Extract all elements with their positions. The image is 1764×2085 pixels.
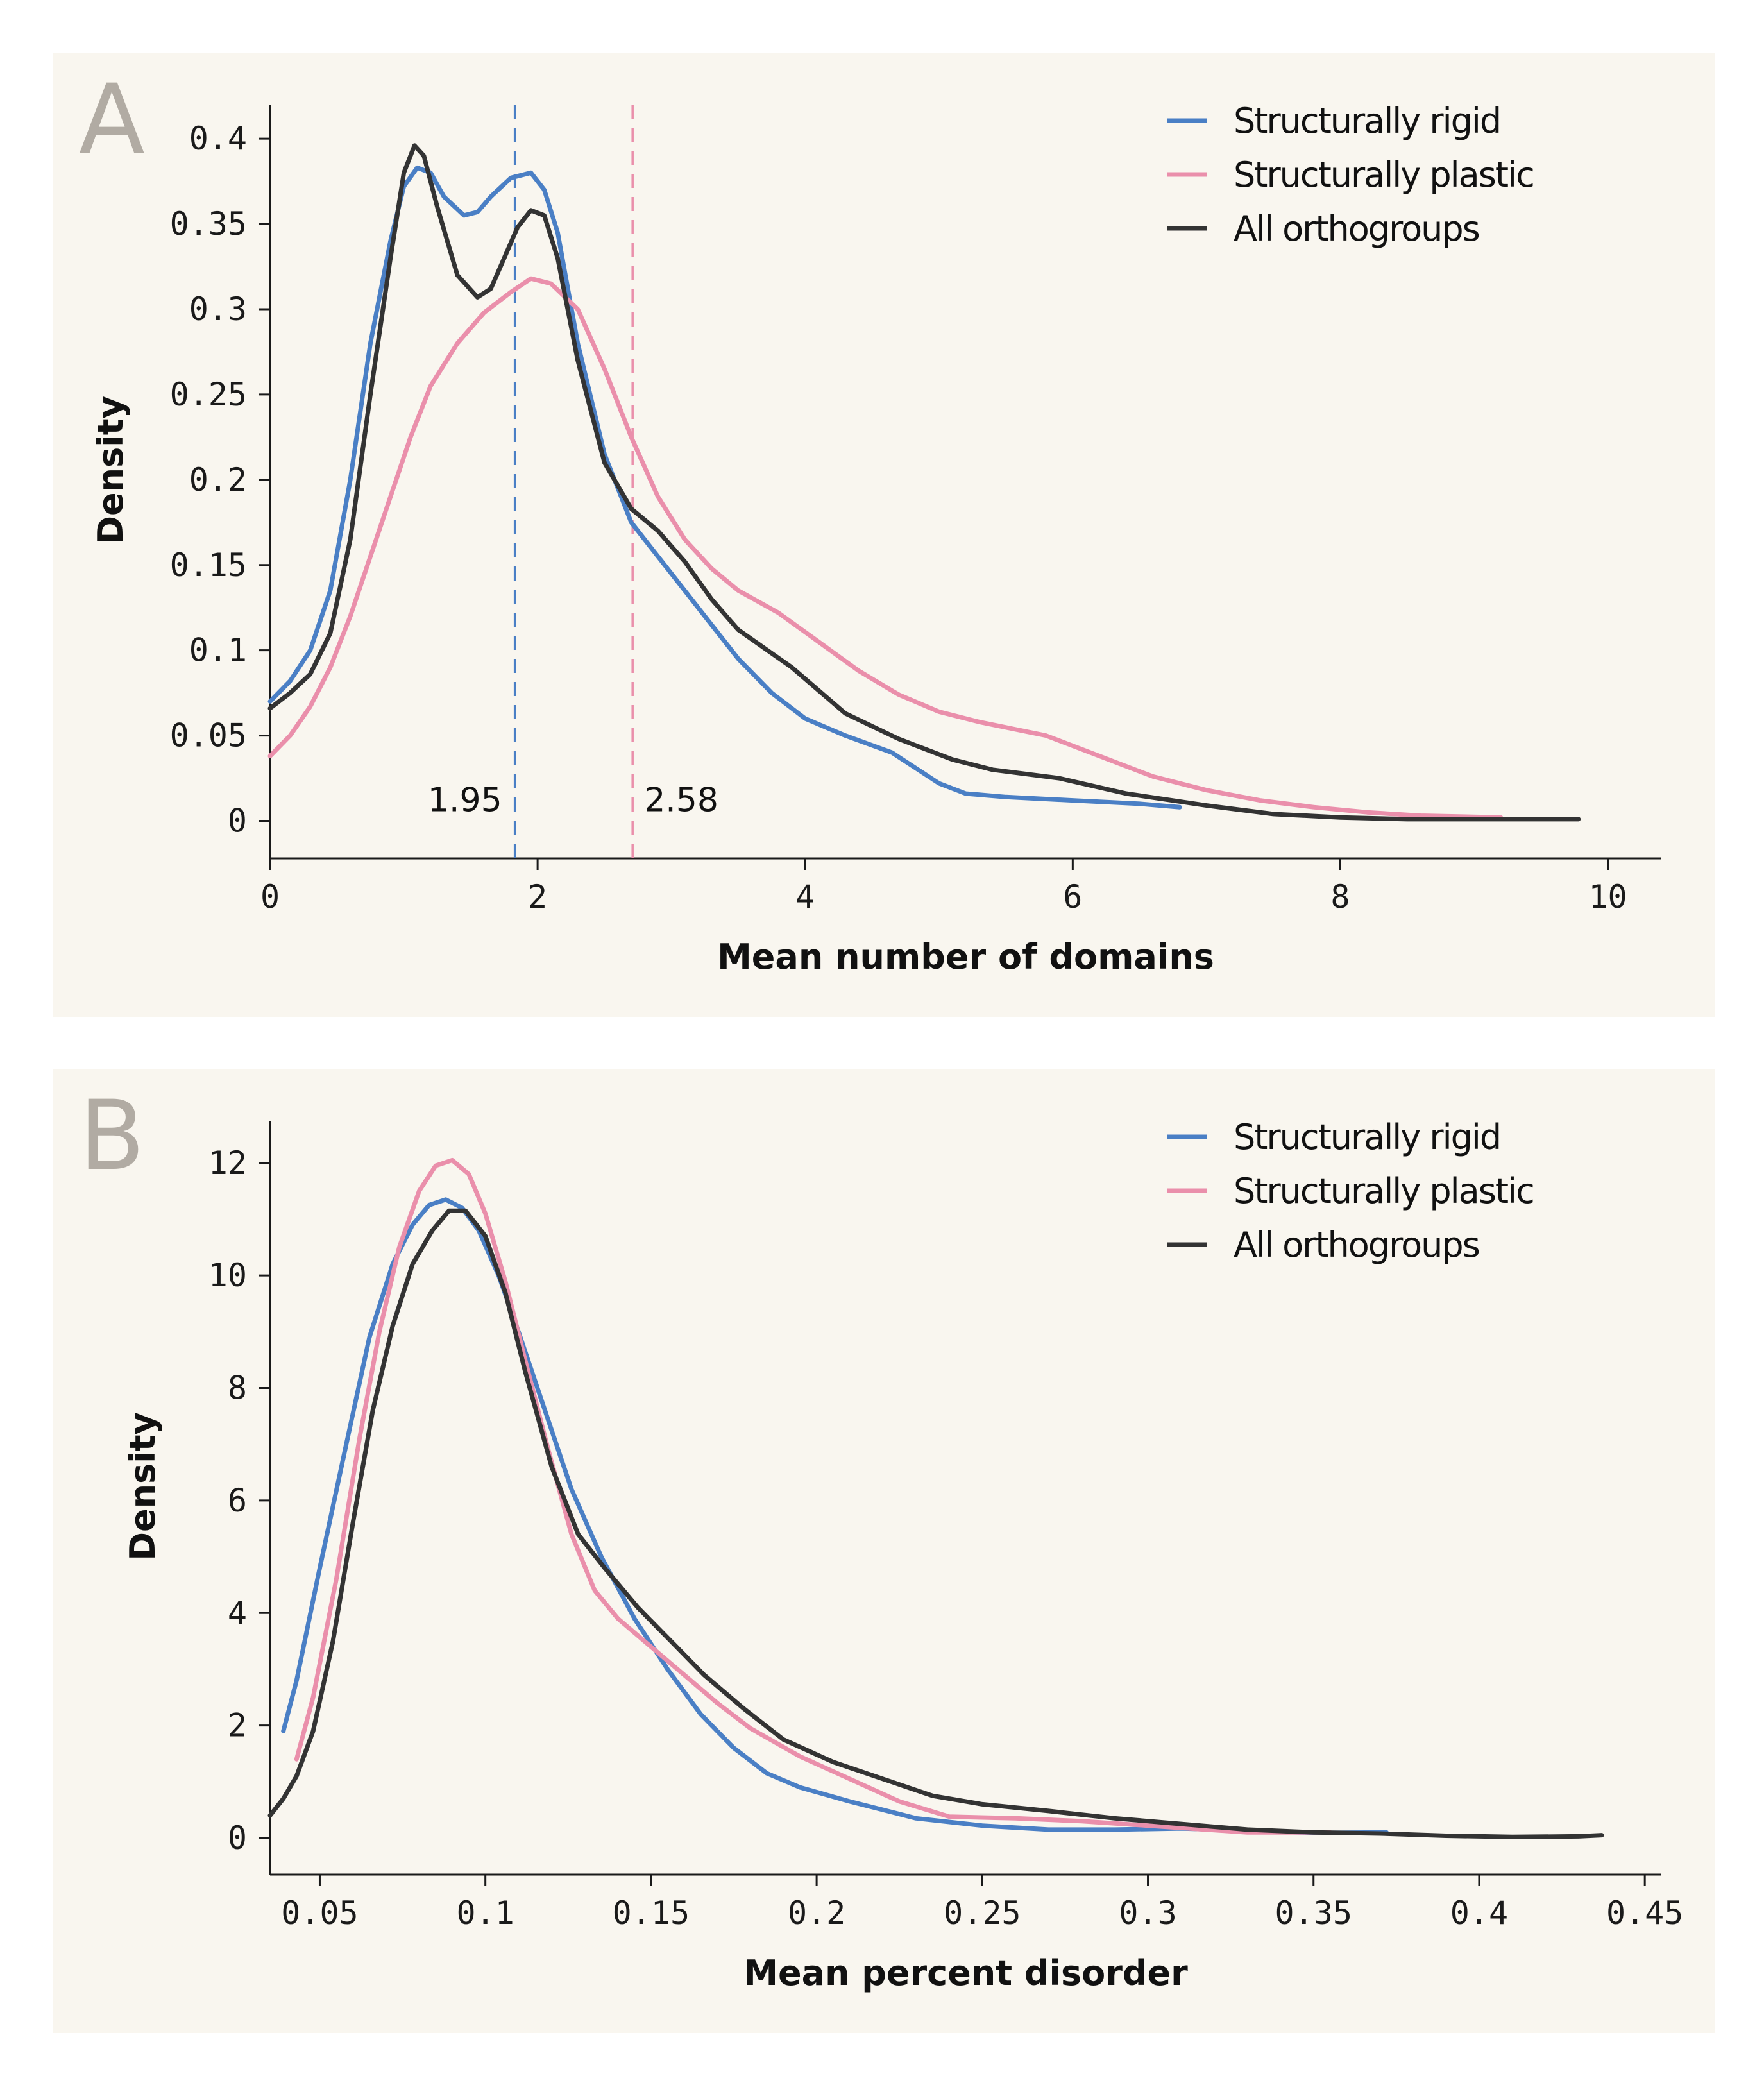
y-axis-label: Density (90, 396, 131, 545)
y-tick-label: 12 (208, 1145, 247, 1182)
y-tick-label: 0.3 (189, 291, 247, 328)
x-tick-label: 0.45 (1606, 1894, 1683, 1932)
y-tick-label: 2 (228, 1707, 247, 1744)
legend-label: Structurally rigid (1234, 101, 1500, 141)
series-line (267, 1208, 1604, 1839)
panel-letter: B (79, 1080, 145, 1192)
x-tick-label: 0.15 (613, 1894, 690, 1932)
chart-b: B 0 2 4 6 8 10 12 0.05 0.1 0.15 0.2 0.25 0.3 0.35 0.4 0.… (79, 1080, 1683, 1993)
y-tick-label: 0.05 (170, 717, 247, 754)
series-line (294, 1157, 1333, 1835)
x-tick-label: 4 (795, 878, 815, 915)
x-tick-label: 6 (1063, 878, 1082, 915)
legend-label: Structurally plastic (1234, 1171, 1534, 1211)
reference-line-label: 2.58 (644, 781, 718, 820)
legend-label: Structurally rigid (1234, 1117, 1500, 1157)
x-tick-label: 0.1 (457, 1894, 514, 1932)
x-tick-label: 8 (1330, 878, 1350, 915)
panel-letter: A (79, 64, 145, 176)
y-tick-label: 0 (228, 803, 247, 840)
panel-a: A 0 0.05 0.1 0.15 0.2 0.25 0.3 0.35 0.4 0 2 4 6 8 10 Mea… (53, 53, 1715, 1017)
x-tick-label: 0.05 (281, 1894, 358, 1932)
x-tick-label: 0 (260, 878, 280, 915)
x-tick-label: 0.3 (1119, 1894, 1176, 1932)
panel-b: B 0 2 4 6 8 10 12 0.05 0.1 0.15 0.2 0.25 0.3 0.35 0.4 0.… (53, 1069, 1715, 2033)
x-tick-label: 0.4 (1450, 1894, 1508, 1932)
x-tick-label: 0.25 (944, 1894, 1021, 1932)
x-tick-label: 2 (528, 878, 547, 915)
x-tick-label: 10 (1588, 878, 1627, 915)
y-tick-label: 0.25 (170, 376, 247, 413)
y-tick-label: 0.15 (170, 547, 247, 584)
series-line (267, 276, 1504, 820)
y-tick-label: 0.4 (189, 120, 247, 157)
y-tick-label: 8 (228, 1370, 247, 1407)
x-tick-label: 0.2 (788, 1894, 845, 1932)
legend-label: All orthogroups (1234, 1225, 1479, 1265)
x-axis-label: Mean number of domains (717, 937, 1214, 977)
y-tick-label: 4 (228, 1594, 247, 1631)
y-tick-label: 6 (228, 1482, 247, 1519)
legend-label: All orthogroups (1234, 208, 1479, 249)
y-tick-label: 0.2 (189, 461, 247, 498)
x-tick-label: 0.35 (1275, 1894, 1352, 1932)
y-tick-label: 10 (208, 1257, 247, 1294)
reference-line-label: 1.95 (428, 781, 502, 820)
y-tick-label: 0 (228, 1819, 247, 1857)
y-tick-label: 0.35 (170, 205, 247, 243)
chart-a: A 0 0.05 0.1 0.15 0.2 0.25 0.3 0.35 0.4 0 2 4 6 8 10 Mea… (79, 64, 1661, 977)
legend-label: Structurally plastic (1234, 155, 1534, 195)
y-axis-label: Density (123, 1412, 163, 1561)
y-tick-label: 0.1 (189, 632, 247, 669)
series-line (281, 1197, 1389, 1835)
series-line (267, 143, 1581, 822)
x-axis-label: Mean percent disorder (743, 1953, 1188, 1993)
series-line (267, 165, 1182, 810)
